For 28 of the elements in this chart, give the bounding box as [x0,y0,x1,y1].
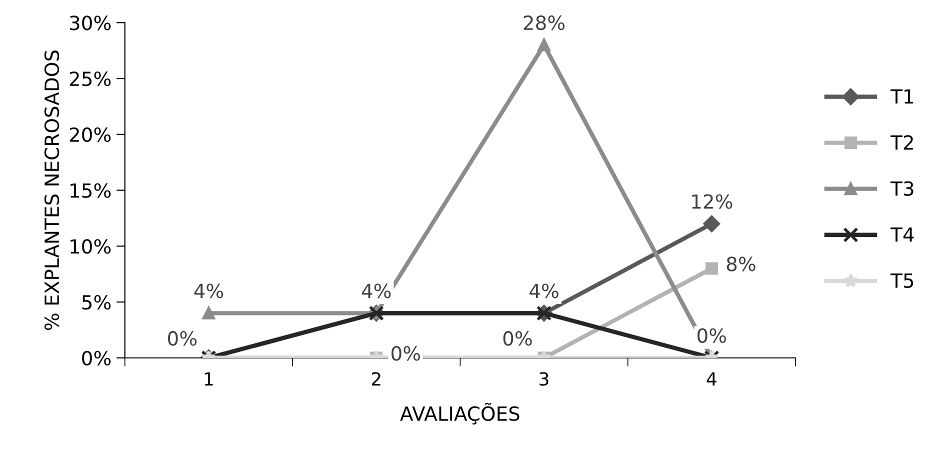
x-tick-label: 3 [540,372,548,386]
legend-label: T2 [890,135,913,150]
data-label: 4% [194,284,224,298]
data-label: 0% [392,346,420,361]
y-tick-label: 25% [70,71,111,86]
y-tick-label: 5% [82,294,111,310]
data-label: 28% [524,15,565,30]
legend-label: T5 [890,274,914,288]
legend-label: T4 [890,227,914,242]
data-label: 0% [168,331,197,346]
x-tick-label: 1 [204,372,213,386]
data-label: 0% [698,328,726,343]
legend-label: T3 [890,181,914,196]
y-tick-label: 30% [70,16,111,30]
y-tick-label: 10% [70,239,111,254]
y-tick-label: 20% [70,127,111,142]
data-label: 4% [362,284,391,298]
data-label: 8% [726,256,756,272]
y-tick-label: 15% [70,183,111,198]
x-tick-label: 2 [372,372,380,386]
x-axis-title: AVALIAÇÕES [400,402,520,424]
y-tick-label: 0% [82,350,111,366]
y-axis-title: % EXPLANTES NECROSADOS [44,50,60,330]
x-tick-label: 4 [706,372,716,386]
data-label: 4% [530,284,558,298]
legend-label: T1 [890,89,914,104]
data-label: 12% [692,194,732,209]
data-label: 0% [503,331,532,346]
